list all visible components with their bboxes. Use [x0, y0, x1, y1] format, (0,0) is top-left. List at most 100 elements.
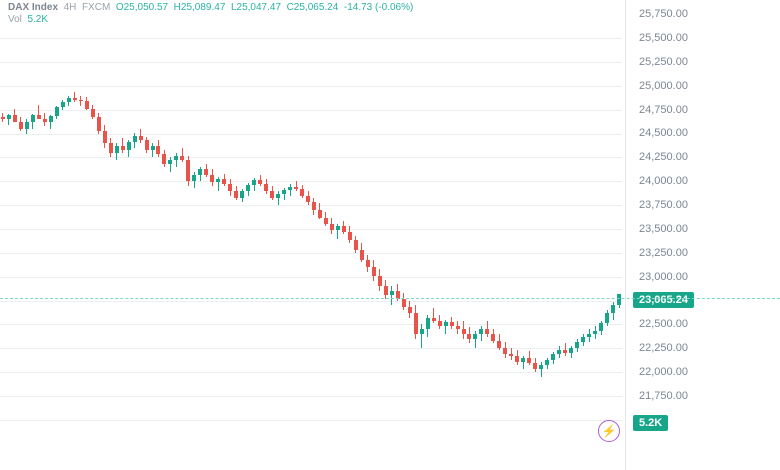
candle-body — [186, 160, 190, 181]
candle-body — [210, 175, 214, 183]
open-label: O25,050.57 — [116, 2, 168, 13]
gridline — [0, 38, 622, 39]
candle-body — [336, 226, 340, 230]
candle-body — [168, 160, 172, 164]
candle-body — [13, 115, 17, 123]
candle-body — [222, 179, 226, 184]
candle-body — [1, 117, 5, 119]
y-tick-label: 23,000.00 — [639, 271, 688, 283]
y-tick-label: 22,000.00 — [639, 366, 688, 378]
candle-body — [156, 146, 160, 154]
candle-wick — [290, 184, 291, 195]
candle-body — [294, 187, 298, 189]
volume-plot-area[interactable] — [0, 330, 622, 434]
candle-body — [276, 194, 280, 198]
candle-body — [151, 146, 155, 150]
candle-body — [378, 276, 382, 286]
y-tick-label: 25,750.00 — [639, 8, 688, 20]
gridline — [0, 324, 622, 325]
candle-body — [7, 115, 11, 120]
current-price-badge: 23,065.24 — [633, 292, 694, 308]
candle-body — [384, 286, 388, 295]
candle-body — [121, 146, 125, 150]
candle-body — [360, 250, 364, 260]
y-tick-label: 23,250.00 — [639, 247, 688, 259]
gridline — [0, 229, 622, 230]
candle-body — [456, 326, 460, 329]
candle-body — [19, 122, 23, 129]
candle-body — [55, 107, 59, 116]
candle-body — [300, 189, 304, 196]
candle-body — [402, 299, 406, 308]
current-price-line — [0, 298, 780, 299]
change-label: -14.73 (-0.06%) — [344, 2, 413, 13]
interval-label: 4H — [64, 2, 77, 13]
candle-body — [348, 232, 352, 241]
candle-body — [97, 117, 101, 130]
y-tick-label: 22,500.00 — [639, 318, 688, 330]
candle-body — [390, 291, 394, 295]
gridline — [0, 253, 622, 254]
y-tick-label: 23,500.00 — [639, 223, 688, 235]
gridline — [0, 157, 622, 158]
candle-body — [61, 102, 65, 107]
candle-body — [139, 136, 143, 141]
close-label: C25,065.24 — [287, 2, 339, 13]
candle-body — [426, 318, 430, 329]
candle-body — [198, 169, 202, 175]
y-axis: 25,750.00 25,500.00 25,250.00 25,000.00 24,7… — [625, 0, 780, 470]
candle-body — [318, 210, 322, 218]
y-tick-label: 24,250.00 — [639, 151, 688, 163]
candle-body — [73, 98, 77, 100]
candle-body — [234, 191, 238, 198]
gridline — [0, 134, 622, 135]
candle-body — [115, 146, 119, 153]
x-axis — [0, 434, 622, 454]
candle-body — [270, 191, 274, 198]
candle-body — [408, 307, 412, 313]
candle-body — [91, 109, 95, 118]
candle-body — [438, 321, 442, 326]
bolt-icon-button[interactable]: ⚡ — [598, 420, 620, 442]
candle-body — [228, 184, 232, 191]
candle-body — [306, 196, 310, 203]
y-tick-label: 24,750.00 — [639, 104, 688, 116]
y-tick-label: 25,250.00 — [639, 56, 688, 68]
candlestick-chart: DAX Index 4H FXCM O25,050.57 H25,089.47 … — [0, 0, 780, 470]
candle-body — [180, 156, 184, 161]
candle-body — [372, 267, 376, 276]
candle-wick — [74, 92, 75, 102]
y-tick-label: 24,000.00 — [639, 175, 688, 187]
bolt-icon: ⚡ — [602, 425, 617, 437]
y-tick-label: 22,250.00 — [639, 342, 688, 354]
candle-body — [79, 100, 83, 101]
candle-body — [49, 116, 53, 123]
candle-body — [366, 260, 370, 267]
candle-body — [25, 122, 29, 129]
candle-body — [31, 115, 35, 123]
gridline — [0, 62, 622, 63]
y-tick-label: 23,750.00 — [639, 199, 688, 211]
candle-body — [216, 179, 220, 182]
candle-body — [145, 140, 149, 150]
candle-body — [192, 175, 196, 182]
candle-body — [611, 305, 615, 313]
candle-body — [162, 154, 166, 164]
high-label: H25,089.47 — [174, 2, 226, 13]
candle-body — [605, 313, 609, 323]
candle-body — [37, 115, 41, 120]
chart-header: DAX Index 4H FXCM O25,050.57 H25,089.47 … — [8, 2, 413, 14]
candle-body — [109, 143, 113, 153]
source-label: FXCM — [82, 2, 110, 13]
candle-body — [43, 119, 47, 122]
candle-body — [330, 224, 334, 230]
candle-body — [85, 101, 89, 109]
y-tick-label: 21,750.00 — [639, 390, 688, 402]
candle-body — [127, 142, 131, 150]
low-label: L25,047.47 — [231, 2, 281, 13]
candle-body — [312, 202, 316, 210]
candle-body — [432, 318, 436, 322]
candle-body — [252, 180, 256, 185]
y-tick-label: 24,500.00 — [639, 127, 688, 139]
volume-badge: 5.2K — [633, 415, 668, 431]
